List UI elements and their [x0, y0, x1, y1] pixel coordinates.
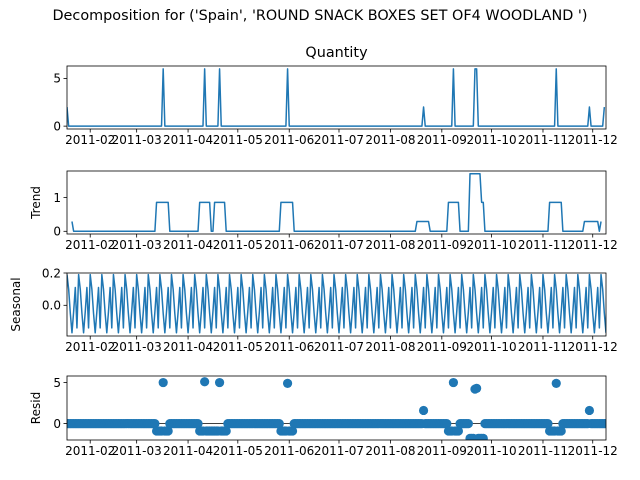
quantity-xtick-label: 2011-12	[568, 133, 618, 147]
resid-point	[158, 377, 168, 388]
resid-xtick-label: 2011-10	[466, 444, 516, 458]
resid-xtick-label: 2011-04	[163, 444, 213, 458]
quantity-xtick-label: 2011-04	[163, 133, 213, 147]
seasonal-series-line	[67, 273, 606, 334]
trend-ytick-label: 1	[53, 191, 61, 205]
resid-point	[274, 418, 284, 429]
seasonal-xtick-label: 2011-02	[65, 340, 115, 354]
trend-xtick-label: 2011-02	[65, 238, 115, 252]
quantity-series-line	[67, 68, 606, 127]
trend-ytick-label: 0	[53, 225, 61, 239]
seasonal-xtick-label: 2011-03	[112, 340, 162, 354]
trend-xtick-label: 2011-10	[466, 238, 516, 252]
resid-point	[556, 426, 566, 436]
resid-point	[463, 418, 473, 429]
quantity-xtick-label: 2011-08	[365, 133, 415, 147]
seasonal-xtick-label: 2011-08	[365, 340, 415, 354]
seasonal-axes-frame	[66, 272, 607, 337]
seasonal-ytick-label: 0.2	[42, 266, 61, 280]
resid-point	[150, 418, 160, 429]
seasonal-xtick-label: 2011-11	[518, 340, 568, 354]
resid-ytick-label: 0	[53, 417, 61, 431]
resid-ytick-label: 5	[53, 376, 61, 390]
resid-xtick-label: 2011-11	[518, 444, 568, 458]
resid-axes-frame	[66, 375, 607, 441]
resid-xtick-label: 2011-07	[314, 444, 364, 458]
figure-suptitle: Decomposition for ('Spain', 'ROUND SNACK…	[52, 8, 587, 24]
resid-point	[551, 378, 561, 388]
trend-xtick-label: 2011-05	[213, 238, 263, 252]
quantity-xtick-label: 2011-10	[466, 133, 516, 147]
quantity-title: Quantity	[305, 45, 368, 61]
seasonal-xtick-label: 2011-10	[466, 340, 516, 354]
seasonal-xtick-label: 2011-12	[568, 340, 618, 354]
trend-series-line	[71, 172, 602, 233]
trend-xtick-label: 2011-06	[264, 238, 314, 252]
resid-point	[287, 426, 298, 436]
resid-point	[193, 418, 203, 429]
trend-xtick-label: 2011-09	[417, 238, 467, 252]
quantity-xtick-label: 2011-06	[264, 133, 314, 147]
resid-point	[163, 426, 173, 436]
trend-ylabel: Trend	[29, 186, 43, 220]
trend-axes-frame	[66, 170, 607, 235]
resid-xtick-label: 2011-05	[213, 444, 263, 458]
resid-point	[543, 418, 553, 429]
quantity-xtick-label: 2011-05	[213, 133, 263, 147]
trend-xtick-label: 2011-07	[314, 238, 364, 252]
resid-point	[282, 378, 293, 388]
resid-ylabel: Resid	[29, 392, 43, 424]
seasonal-xtick-label: 2011-05	[213, 340, 263, 354]
resid-point	[478, 433, 488, 440]
resid-xtick-label: 2011-02	[65, 444, 115, 458]
quantity-xtick-label: 2011-09	[417, 133, 467, 147]
resid-point	[448, 377, 459, 388]
quantity-ytick-label: 0	[53, 119, 61, 133]
resid-point	[601, 418, 606, 429]
resid-xtick-label: 2011-08	[365, 444, 415, 458]
resid-point	[472, 383, 482, 393]
quantity-xtick-label: 2011-03	[112, 133, 162, 147]
resid-point	[442, 418, 452, 429]
trend-xtick-label: 2011-12	[568, 238, 618, 252]
resid-xtick-label: 2011-03	[112, 444, 162, 458]
resid-point	[418, 405, 429, 416]
seasonal-ytick-label: 0.0	[42, 299, 61, 313]
trend-xtick-label: 2011-04	[163, 238, 213, 252]
seasonal-xtick-label: 2011-06	[264, 340, 314, 354]
resid-xtick-label: 2011-12	[568, 444, 618, 458]
trend-xtick-label: 2011-03	[112, 238, 162, 252]
quantity-ytick-label: 5	[53, 72, 61, 86]
seasonal-xtick-label: 2011-09	[417, 340, 467, 354]
quantity-xtick-label: 2011-07	[314, 133, 364, 147]
quantity-xtick-label: 2011-02	[65, 133, 115, 147]
resid-point	[214, 377, 225, 388]
seasonal-ylabel: Seasonal	[9, 277, 23, 331]
resid-point	[200, 377, 210, 387]
resid-point	[453, 426, 463, 436]
resid-xtick-label: 2011-09	[417, 444, 467, 458]
quantity-axes-frame	[66, 65, 607, 130]
trend-xtick-label: 2011-11	[518, 238, 568, 252]
seasonal-xtick-label: 2011-07	[314, 340, 364, 354]
seasonal-xtick-label: 2011-04	[163, 340, 213, 354]
quantity-xtick-label: 2011-11	[518, 133, 568, 147]
resid-point	[221, 426, 231, 436]
resid-xtick-label: 2011-06	[264, 444, 314, 458]
trend-xtick-label: 2011-08	[365, 238, 415, 252]
resid-point	[584, 405, 595, 416]
